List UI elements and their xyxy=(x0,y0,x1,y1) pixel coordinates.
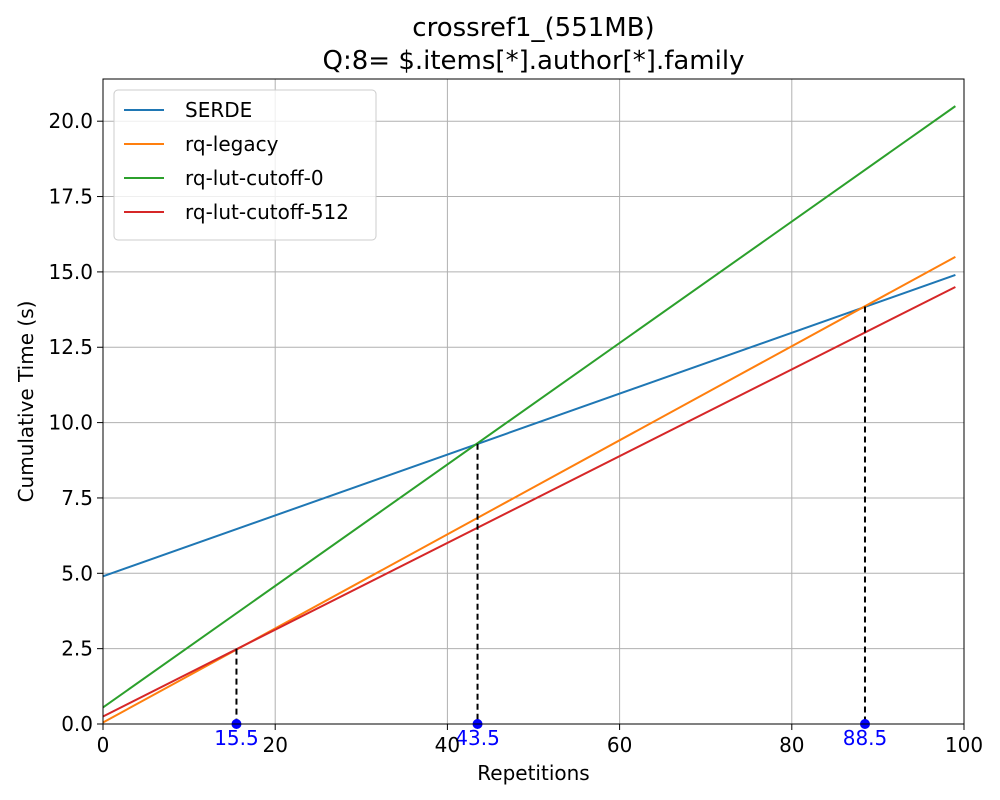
legend-label-rq-lut-cutoff-0: rq-lut-cutoff-0 xyxy=(185,166,324,190)
x-tick-label: 40 xyxy=(435,733,460,757)
legend-label-serde: SERDE xyxy=(185,98,252,122)
chart-subtitle: Q:8= $.items[*].author[*].family xyxy=(323,46,745,76)
y-tick-label: 15.0 xyxy=(48,260,93,284)
y-tick-label: 7.5 xyxy=(61,486,93,510)
x-tick-label: 60 xyxy=(607,733,632,757)
crossover-markers: 15.5 43.5 88.5 xyxy=(214,306,888,750)
legend-label-rq-lut-cutoff-512: rq-lut-cutoff-512 xyxy=(185,200,349,224)
series-line-serde xyxy=(102,273,956,578)
legend: SERDE rq-legacy rq-lut-cutoff-0 rq-lut-cuto… xyxy=(113,89,377,241)
x-tick-label: 80 xyxy=(779,733,804,757)
y-tick-label: 0.0 xyxy=(61,712,93,736)
plot-frame xyxy=(102,78,965,725)
chart-title: crossref1_(551MB) xyxy=(412,13,654,43)
series-line-rq-lut-cutoff-512 xyxy=(102,286,956,718)
crossover-label: 43.5 xyxy=(455,726,500,750)
x-tick-label: 100 xyxy=(945,733,983,757)
x-axis-title: Repetitions xyxy=(477,761,589,785)
legend-label-rq-legacy: rq-legacy xyxy=(185,132,279,156)
y-axis-title: Cumulative Time (s) xyxy=(14,301,38,503)
crossover-label: 88.5 xyxy=(843,726,888,750)
series-lines xyxy=(102,105,956,724)
x-tick-label: 20 xyxy=(262,733,287,757)
y-tick-label: 12.5 xyxy=(48,335,93,359)
y-tick-label: 2.5 xyxy=(61,637,93,661)
axis-ticks: 0 20 40 60 80 100 0.0 2.5 5.0 7.5 10.0 12.5 15.0 17.5… xyxy=(48,109,983,757)
series-line-rq-lut-cutoff-0 xyxy=(102,105,956,709)
y-tick-label: 5.0 xyxy=(61,561,93,585)
legend-box xyxy=(113,89,377,241)
y-tick-label: 10.0 xyxy=(48,411,93,435)
x-tick-label: 0 xyxy=(97,733,110,757)
y-tick-label: 20.0 xyxy=(48,109,93,133)
y-tick-label: 17.5 xyxy=(48,185,93,209)
crossover-label: 15.5 xyxy=(214,726,259,750)
